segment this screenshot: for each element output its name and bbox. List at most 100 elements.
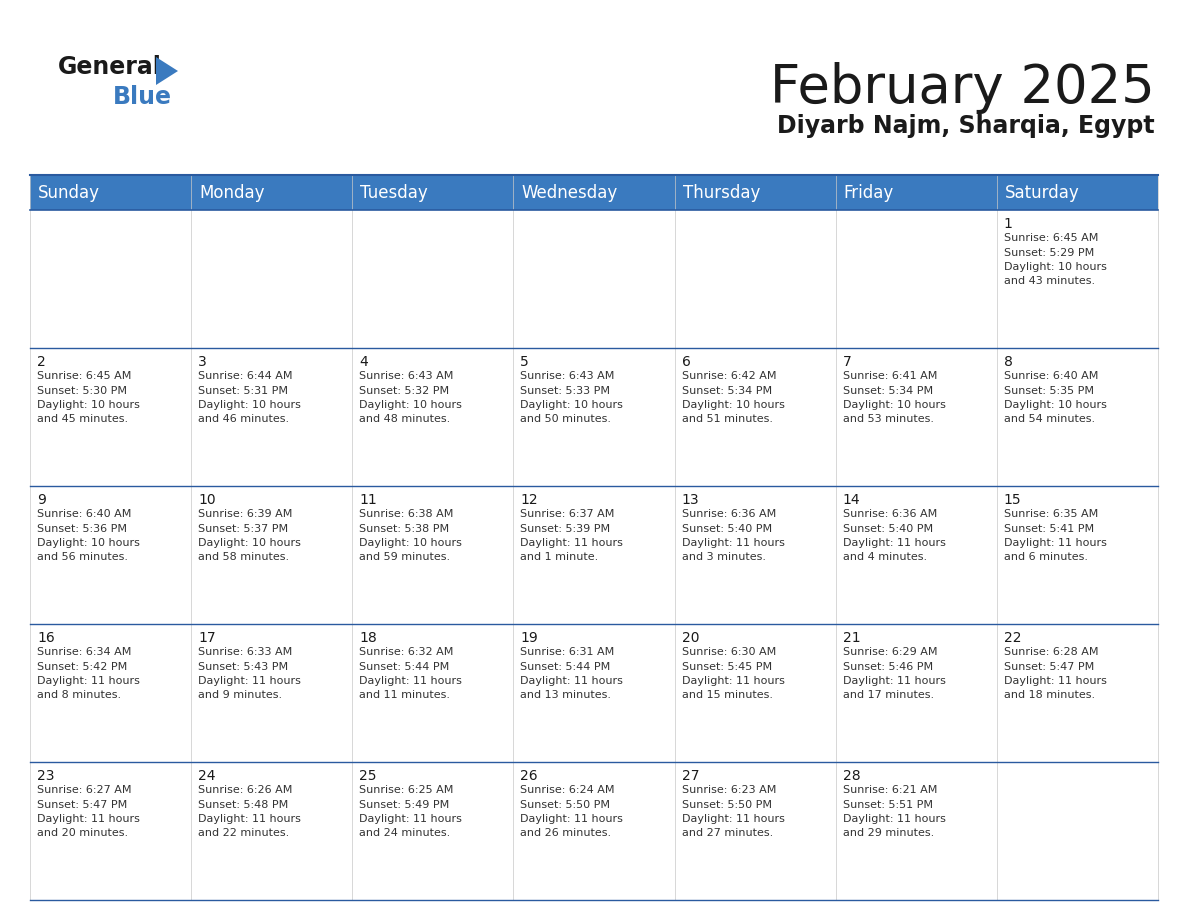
Bar (675, 486, 835, 624)
Text: Sunrise: 6:21 AM: Sunrise: 6:21 AM (842, 785, 937, 795)
Text: 21: 21 (842, 631, 860, 645)
Text: Daylight: 11 hours: Daylight: 11 hours (198, 676, 301, 686)
Bar (997, 624, 1158, 762)
Text: Blue: Blue (113, 85, 172, 109)
Text: and 18 minutes.: and 18 minutes. (1004, 690, 1095, 700)
Text: Sunrise: 6:43 AM: Sunrise: 6:43 AM (520, 371, 615, 381)
Text: Sunrise: 6:36 AM: Sunrise: 6:36 AM (842, 509, 937, 519)
Text: Sunset: 5:41 PM: Sunset: 5:41 PM (1004, 523, 1094, 533)
Bar (353, 486, 513, 624)
Bar (191, 348, 353, 486)
Text: Daylight: 10 hours: Daylight: 10 hours (37, 400, 140, 410)
Text: Daylight: 11 hours: Daylight: 11 hours (682, 676, 784, 686)
Text: 26: 26 (520, 769, 538, 783)
Bar (997, 210, 1158, 348)
Text: and 50 minutes.: and 50 minutes. (520, 415, 612, 424)
Text: Sunrise: 6:31 AM: Sunrise: 6:31 AM (520, 647, 614, 657)
Text: and 26 minutes.: and 26 minutes. (520, 829, 612, 838)
Bar (30, 624, 191, 762)
Text: and 54 minutes.: and 54 minutes. (1004, 415, 1095, 424)
Text: and 29 minutes.: and 29 minutes. (842, 829, 934, 838)
Text: 3: 3 (198, 355, 207, 369)
Bar (835, 348, 997, 486)
Text: 17: 17 (198, 631, 216, 645)
Text: 13: 13 (682, 493, 700, 507)
Text: and 13 minutes.: and 13 minutes. (520, 690, 612, 700)
Text: 9: 9 (37, 493, 46, 507)
Text: Daylight: 10 hours: Daylight: 10 hours (359, 400, 462, 410)
Text: 5: 5 (520, 355, 529, 369)
Text: Sunset: 5:32 PM: Sunset: 5:32 PM (359, 386, 449, 396)
Text: Sunrise: 6:42 AM: Sunrise: 6:42 AM (682, 371, 776, 381)
Text: and 17 minutes.: and 17 minutes. (842, 690, 934, 700)
Text: Daylight: 11 hours: Daylight: 11 hours (1004, 538, 1107, 548)
Text: 14: 14 (842, 493, 860, 507)
Text: and 53 minutes.: and 53 minutes. (842, 415, 934, 424)
Text: Daylight: 11 hours: Daylight: 11 hours (842, 676, 946, 686)
Bar (675, 762, 835, 900)
Bar (191, 762, 353, 900)
Text: Sunrise: 6:36 AM: Sunrise: 6:36 AM (682, 509, 776, 519)
Text: Sunset: 5:44 PM: Sunset: 5:44 PM (359, 662, 449, 671)
Text: Sunrise: 6:38 AM: Sunrise: 6:38 AM (359, 509, 454, 519)
Text: and 9 minutes.: and 9 minutes. (198, 690, 283, 700)
Text: 8: 8 (1004, 355, 1012, 369)
Text: General: General (58, 55, 162, 79)
Text: Sunset: 5:30 PM: Sunset: 5:30 PM (37, 386, 127, 396)
Text: Sunrise: 6:26 AM: Sunrise: 6:26 AM (198, 785, 292, 795)
Bar (513, 624, 675, 762)
Text: Sunrise: 6:33 AM: Sunrise: 6:33 AM (198, 647, 292, 657)
Text: Sunrise: 6:44 AM: Sunrise: 6:44 AM (198, 371, 292, 381)
Text: Daylight: 10 hours: Daylight: 10 hours (359, 538, 462, 548)
Text: 22: 22 (1004, 631, 1022, 645)
Text: and 56 minutes.: and 56 minutes. (37, 553, 128, 563)
Text: Daylight: 11 hours: Daylight: 11 hours (359, 814, 462, 824)
Bar (191, 486, 353, 624)
Text: Saturday: Saturday (1005, 185, 1080, 203)
Text: 12: 12 (520, 493, 538, 507)
Bar (835, 210, 997, 348)
Bar (30, 210, 191, 348)
Text: Sunset: 5:36 PM: Sunset: 5:36 PM (37, 523, 127, 533)
Text: Daylight: 11 hours: Daylight: 11 hours (198, 814, 301, 824)
Bar (353, 762, 513, 900)
Polygon shape (156, 57, 178, 85)
Text: Monday: Monday (200, 185, 265, 203)
Text: Daylight: 10 hours: Daylight: 10 hours (198, 538, 301, 548)
Text: and 45 minutes.: and 45 minutes. (37, 415, 128, 424)
Bar (513, 762, 675, 900)
Text: Sunrise: 6:43 AM: Sunrise: 6:43 AM (359, 371, 454, 381)
Text: Sunset: 5:42 PM: Sunset: 5:42 PM (37, 662, 127, 671)
Text: Sunset: 5:40 PM: Sunset: 5:40 PM (842, 523, 933, 533)
Text: Sunset: 5:40 PM: Sunset: 5:40 PM (682, 523, 772, 533)
Text: Sunrise: 6:34 AM: Sunrise: 6:34 AM (37, 647, 132, 657)
Text: Sunrise: 6:23 AM: Sunrise: 6:23 AM (682, 785, 776, 795)
Text: Sunset: 5:35 PM: Sunset: 5:35 PM (1004, 386, 1094, 396)
Bar (513, 486, 675, 624)
Bar (191, 210, 353, 348)
Text: and 11 minutes.: and 11 minutes. (359, 690, 450, 700)
Text: Sunset: 5:43 PM: Sunset: 5:43 PM (198, 662, 289, 671)
Bar (30, 486, 191, 624)
Text: and 46 minutes.: and 46 minutes. (198, 415, 289, 424)
Text: Sunrise: 6:40 AM: Sunrise: 6:40 AM (37, 509, 132, 519)
Text: and 22 minutes.: and 22 minutes. (198, 829, 290, 838)
Text: Sunset: 5:44 PM: Sunset: 5:44 PM (520, 662, 611, 671)
Text: Sunrise: 6:39 AM: Sunrise: 6:39 AM (198, 509, 292, 519)
Text: February 2025: February 2025 (770, 62, 1155, 114)
Text: Daylight: 10 hours: Daylight: 10 hours (842, 400, 946, 410)
Text: 11: 11 (359, 493, 377, 507)
Text: and 24 minutes.: and 24 minutes. (359, 829, 450, 838)
Bar (675, 348, 835, 486)
Text: and 3 minutes.: and 3 minutes. (682, 553, 765, 563)
Bar (835, 762, 997, 900)
Text: Daylight: 11 hours: Daylight: 11 hours (842, 814, 946, 824)
Text: Daylight: 10 hours: Daylight: 10 hours (520, 400, 624, 410)
Text: 24: 24 (198, 769, 216, 783)
Bar (513, 210, 675, 348)
Text: and 48 minutes.: and 48 minutes. (359, 415, 450, 424)
Text: Daylight: 11 hours: Daylight: 11 hours (1004, 676, 1107, 686)
Text: Sunday: Sunday (38, 185, 100, 203)
Text: Sunset: 5:38 PM: Sunset: 5:38 PM (359, 523, 449, 533)
Text: 2: 2 (37, 355, 46, 369)
